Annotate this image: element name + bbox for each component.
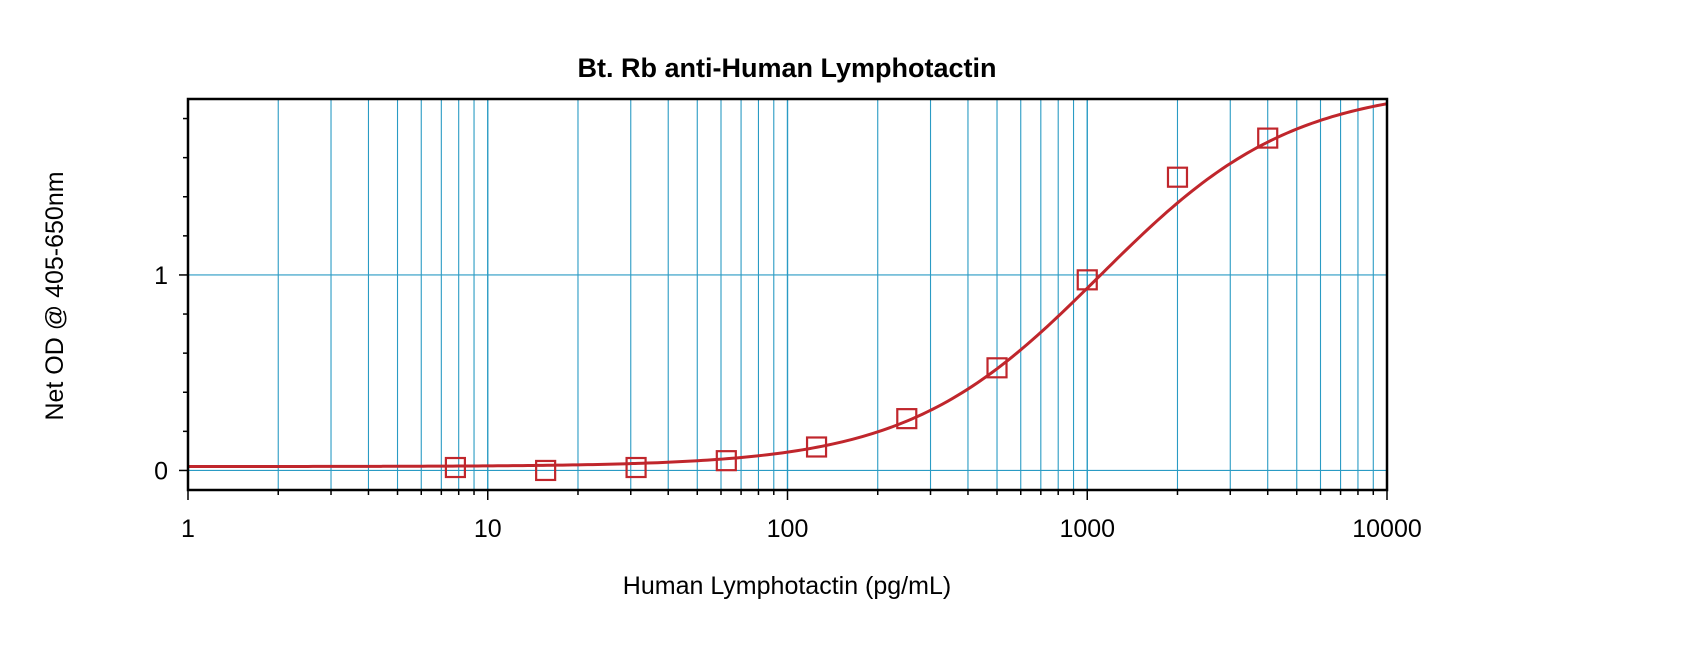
x-axis-label: Human Lymphotactin (pg/mL) (623, 572, 951, 600)
y-axis-label: Net OD @ 405-650nm (41, 171, 69, 420)
data-point (986, 357, 1008, 379)
x-tick-label: 100 (767, 515, 809, 543)
x-tick-label: 10 (474, 515, 502, 543)
data-point (444, 456, 467, 479)
plot-area: 1 10 100 1000 10000 0 1 (154, 97, 1422, 543)
x-tick-label: 10000 (1352, 515, 1422, 543)
x-tick-label: 1 (181, 515, 195, 543)
data-point (1166, 166, 1189, 188)
y-tick-label: 0 (154, 457, 168, 485)
data-point (625, 456, 647, 479)
data-point (535, 459, 557, 482)
data-point (715, 450, 737, 472)
y-tick-label: 1 (154, 262, 168, 290)
data-point (805, 436, 828, 458)
chart-title: Bt. Rb anti-Human Lymphotactin (578, 53, 997, 83)
x-tick-label: 1000 (1059, 515, 1115, 543)
data-point (1257, 127, 1279, 149)
fit-curve (188, 102, 1388, 469)
data-point (896, 408, 918, 430)
data-point (1076, 269, 1098, 291)
